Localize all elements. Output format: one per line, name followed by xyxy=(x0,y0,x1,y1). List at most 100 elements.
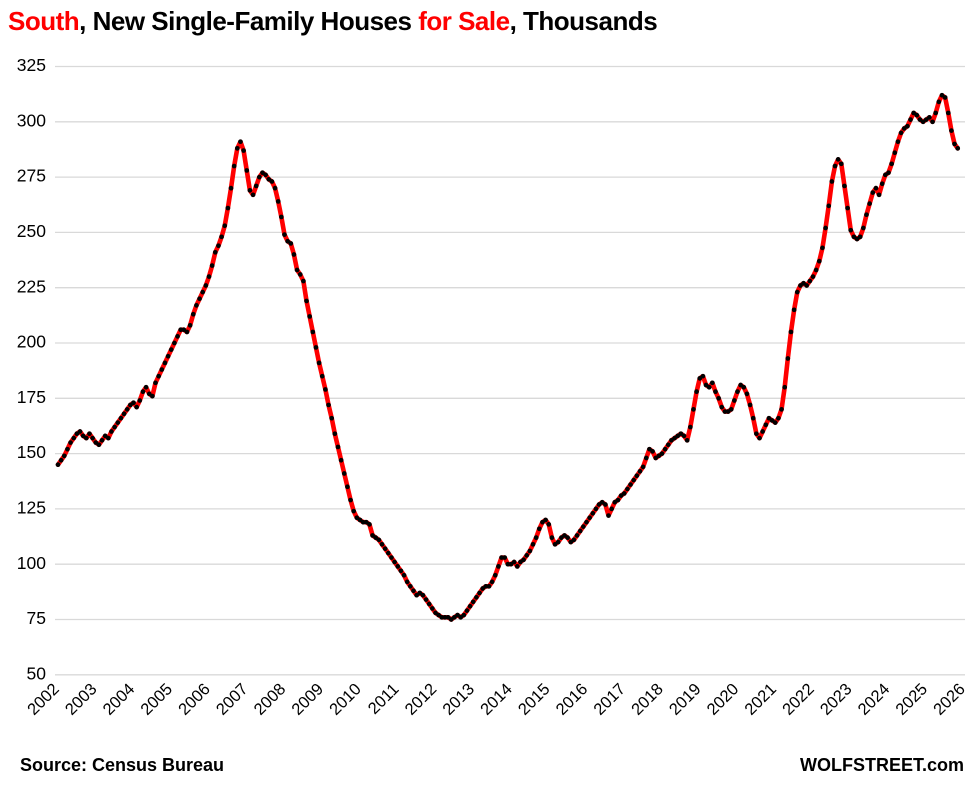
data-point-marker xyxy=(345,484,350,490)
data-point-marker xyxy=(955,145,961,151)
data-point-marker xyxy=(864,212,869,218)
data-point-marker xyxy=(870,190,876,195)
data-point-marker xyxy=(219,234,224,240)
data-point-marker xyxy=(470,599,476,605)
data-point-marker xyxy=(549,535,555,541)
data-point-marker xyxy=(732,398,737,403)
data-point-marker xyxy=(162,360,168,366)
data-point-marker xyxy=(58,457,64,463)
data-point-marker xyxy=(637,468,643,474)
data-point-marker xyxy=(823,225,828,231)
data-point-marker xyxy=(949,128,954,133)
x-axis-label-2007: 2007 xyxy=(213,680,252,719)
y-axis-label-325: 325 xyxy=(17,55,46,75)
source-note: Source: Census Bureau xyxy=(20,755,225,775)
data-point-marker xyxy=(71,435,77,441)
data-point-marker xyxy=(744,391,750,397)
data-point-marker xyxy=(750,415,756,421)
data-point-marker xyxy=(430,606,435,611)
data-point-marker xyxy=(810,274,816,279)
data-point-marker xyxy=(121,411,127,417)
data-point-marker xyxy=(87,431,92,437)
data-point-marker xyxy=(905,123,910,129)
data-point-marker xyxy=(467,603,473,609)
data-point-marker xyxy=(96,442,102,448)
data-point-marker xyxy=(143,384,149,390)
data-point-marker xyxy=(275,199,281,204)
data-point-marker xyxy=(172,340,177,346)
data-point-marker xyxy=(131,400,136,406)
data-point-marker xyxy=(477,590,482,596)
data-point-marker xyxy=(376,537,382,543)
data-point-marker xyxy=(785,356,791,361)
data-point-marker xyxy=(728,407,734,412)
data-point-marker xyxy=(898,130,904,136)
data-point-marker xyxy=(247,188,253,193)
data-point-marker xyxy=(634,473,640,479)
x-axis-label-2009: 2009 xyxy=(288,680,327,719)
x-axis-label-2021: 2021 xyxy=(741,680,780,719)
data-point-marker xyxy=(234,145,240,151)
data-point-marker xyxy=(279,214,284,220)
data-point-marker xyxy=(741,384,747,390)
x-axis-label-2018: 2018 xyxy=(628,680,667,719)
data-point-marker xyxy=(222,223,228,229)
data-point-marker xyxy=(332,431,338,437)
data-point-marker xyxy=(587,515,593,521)
y-axis-label-150: 150 xyxy=(17,442,46,462)
data-point-marker xyxy=(691,407,696,412)
data-point-marker xyxy=(263,172,268,178)
y-axis-label-300: 300 xyxy=(17,110,46,130)
data-point-marker xyxy=(879,181,885,187)
data-point-marker xyxy=(461,612,467,618)
data-point-marker xyxy=(329,415,335,421)
data-point-marker xyxy=(684,437,690,443)
data-point-marker xyxy=(643,455,649,461)
data-point-marker xyxy=(574,533,580,538)
data-point-marker xyxy=(895,139,901,145)
data-point-marker xyxy=(150,393,155,399)
data-point-marker xyxy=(527,548,533,554)
data-point-marker xyxy=(914,112,920,118)
x-axis-label-2020: 2020 xyxy=(704,680,743,719)
title-segment-0: South xyxy=(8,6,80,36)
data-point-marker xyxy=(665,442,671,448)
data-point-marker xyxy=(124,407,130,412)
data-point-marker xyxy=(524,553,530,558)
data-point-marker xyxy=(625,486,630,492)
data-point-marker xyxy=(754,431,759,437)
data-point-marker xyxy=(389,555,394,560)
data-point-marker xyxy=(313,345,319,350)
data-line-south xyxy=(55,92,961,622)
data-point-marker xyxy=(942,95,948,100)
data-point-marker xyxy=(423,597,429,602)
data-point-marker xyxy=(713,389,718,395)
data-point-marker xyxy=(194,303,199,308)
data-point-marker xyxy=(615,497,621,503)
data-point-marker xyxy=(395,564,401,569)
data-point-marker xyxy=(763,422,769,428)
y-axis-label-175: 175 xyxy=(17,387,46,407)
data-point-marker xyxy=(184,329,190,335)
data-point-marker xyxy=(216,243,221,249)
data-point-marker xyxy=(156,373,162,379)
data-point-marker xyxy=(464,608,470,614)
data-point-marker xyxy=(244,168,250,173)
data-point-marker xyxy=(857,234,863,240)
data-point-marker xyxy=(867,201,872,206)
data-point-marker xyxy=(200,289,206,295)
x-axis-label-2024: 2024 xyxy=(855,680,894,719)
data-point-marker xyxy=(889,161,895,167)
data-point-marker xyxy=(860,225,866,231)
data-point-marker xyxy=(788,329,794,335)
data-point-marker xyxy=(175,334,180,339)
data-point-marker xyxy=(282,232,287,237)
data-point-marker xyxy=(159,367,165,372)
data-point-marker xyxy=(952,141,957,147)
x-axis-label-2002: 2002 xyxy=(24,680,63,719)
data-point-marker xyxy=(804,283,810,288)
data-point-marker xyxy=(826,203,832,209)
data-point-marker xyxy=(835,157,841,162)
data-point-marker xyxy=(694,389,699,395)
data-point-marker xyxy=(845,205,850,211)
